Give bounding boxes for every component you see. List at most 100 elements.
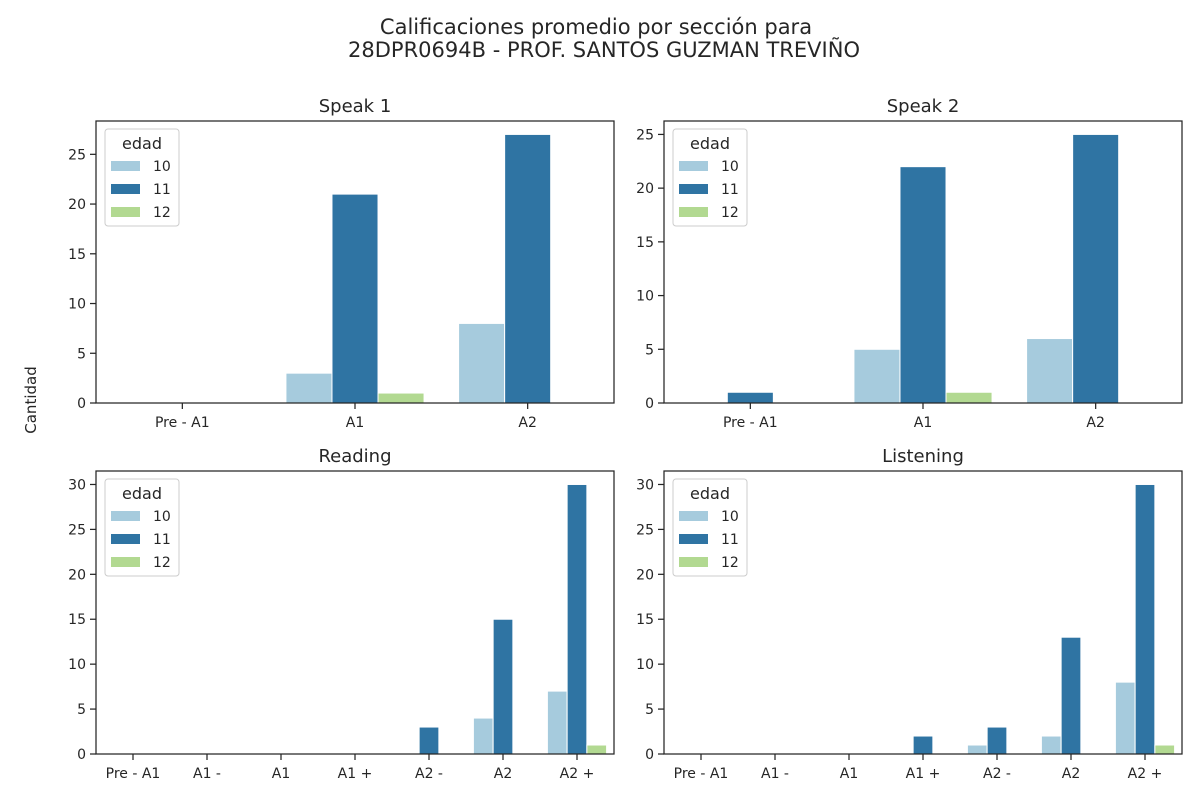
x-tick-label-reading-a1: A1: [272, 766, 290, 782]
y-tick-label-speak-2-10: 10: [636, 289, 654, 305]
x-tick-label-listening-a1: A1 +: [906, 766, 941, 782]
panel-title-listening: Listening: [882, 446, 964, 467]
y-tick-label-speak-1-25: 25: [68, 147, 86, 163]
x-tick-label-speak-1-a1: A1: [346, 415, 364, 431]
y-tick-label-speak-1-5: 5: [77, 346, 86, 362]
legend-title-listening: edad: [690, 484, 730, 503]
bar-speak-1-a2-edad-10: [458, 322, 506, 404]
legend-label-listening-10: 10: [721, 509, 739, 525]
legend-label-reading-12: 12: [153, 555, 171, 571]
y-tick-label-speak-2-20: 20: [636, 181, 654, 197]
panel-reading: 0 5 10 15 20 25 30 Pre - A1 A1 - A1 A1 + A2 - A2 A2 +…: [68, 446, 615, 782]
bar-reading-a2-edad-12: [586, 744, 608, 755]
legend-swatch-reading-10: [111, 511, 140, 521]
bar-reading-a2-edad-10: [472, 717, 494, 755]
legend-swatch-speak-1-12: [111, 207, 140, 217]
bar-speak-2-a1-edad-11: [899, 166, 947, 404]
legend-label-listening-12: 12: [721, 555, 739, 571]
bar-listening-a2-edad-11: [1060, 636, 1082, 755]
figure-title-line1: Calificaciones promedio por sección para: [380, 15, 812, 39]
y-tick-label-reading-20: 20: [68, 567, 86, 583]
bar-listening-a2-edad-10: [966, 744, 988, 755]
x-tick-label-listening-a2: A2 -: [983, 766, 1011, 782]
bar-listening-a2-edad-10: [1114, 681, 1136, 755]
x-tick-label-reading-a2: A2: [494, 766, 512, 782]
legend-title-speak-2: edad: [690, 134, 730, 153]
y-tick-label-speak-1-15: 15: [68, 247, 86, 263]
bar-listening-a2-edad-11: [1134, 483, 1156, 755]
bar-listening-a2-edad-11: [986, 726, 1008, 755]
legend-swatch-reading-12: [111, 557, 140, 567]
x-tick-label-listening-a1: A1 -: [761, 766, 789, 782]
y-tick-label-listening-25: 25: [636, 522, 654, 538]
legend-speak-1: edad 10 11 12: [104, 128, 180, 227]
bar-speak-2-a2-edad-10: [1026, 338, 1074, 404]
legend-swatch-listening-10: [679, 511, 708, 521]
x-tick-label-speak-2-a1: A1: [914, 415, 932, 431]
bar-speak-2-a1-edad-10: [853, 348, 901, 404]
legend-swatch-speak-2-11: [679, 184, 708, 194]
y-axis-label: Cantidad: [22, 366, 40, 433]
legend-swatch-reading-11: [111, 534, 140, 544]
y-tick-label-speak-1-0: 0: [77, 396, 86, 412]
y-tick-label-speak-2-15: 15: [636, 235, 654, 251]
panel-listening: 0 5 10 15 20 25 30 Pre - A1 A1 - A1 A1 + A2 - A2 A2 +…: [636, 446, 1183, 782]
y-tick-label-reading-15: 15: [68, 612, 86, 628]
legend-swatch-speak-2-12: [679, 207, 708, 217]
y-tick-label-reading-25: 25: [68, 522, 86, 538]
bar-reading-a2-edad-11: [418, 726, 440, 755]
legend-label-speak-2-10: 10: [721, 159, 739, 175]
y-tick-label-speak-1-20: 20: [68, 197, 86, 213]
bar-speak-2-pre-a1-edad-11: [726, 391, 774, 404]
legend-label-reading-10: 10: [153, 509, 171, 525]
legend-box-speak-2: [672, 128, 748, 227]
y-tick-label-listening-10: 10: [636, 657, 654, 673]
legend-speak-2: edad 10 11 12: [672, 128, 748, 227]
bar-listening-a1-edad-11: [912, 735, 934, 755]
y-tick-label-speak-2-0: 0: [645, 396, 654, 412]
y-tick-label-speak-2-25: 25: [636, 127, 654, 143]
x-tick-label-speak-1-pre-a1: Pre - A1: [155, 415, 210, 431]
legend-swatch-listening-11: [679, 534, 708, 544]
legend-box-speak-1: [104, 128, 180, 227]
y-tick-label-listening-20: 20: [636, 567, 654, 583]
y-tick-label-speak-1-10: 10: [68, 297, 86, 313]
x-tick-label-speak-2-pre-a1: Pre - A1: [723, 415, 778, 431]
panel-title-reading: Reading: [318, 446, 391, 467]
panel-speak-2: 0 5 10 15 20 25 Pre - A1 A1 A2 Speak 2 edad 10 11 12: [636, 96, 1183, 431]
y-tick-label-reading-0: 0: [77, 747, 86, 763]
x-tick-label-speak-1-a2: A2: [518, 415, 536, 431]
legend-label-speak-1-10: 10: [153, 159, 171, 175]
legend-reading: edad 10 11 12: [104, 478, 180, 577]
legend-label-reading-11: 11: [153, 532, 171, 548]
bar-speak-1-a1-edad-12: [377, 392, 425, 404]
y-tick-label-reading-30: 30: [68, 477, 86, 493]
legend-box-listening: [672, 478, 748, 577]
y-tick-label-listening-5: 5: [645, 702, 654, 718]
bar-speak-1-a2-edad-11: [504, 133, 552, 404]
x-tick-label-reading-a1: A1 -: [193, 766, 221, 782]
x-tick-label-speak-2-a2: A2: [1086, 415, 1104, 431]
panel-title-speak-1: Speak 1: [319, 96, 392, 117]
x-tick-label-listening-a1: A1: [840, 766, 858, 782]
x-tick-label-listening-a2: A2: [1062, 766, 1080, 782]
panel-title-speak-2: Speak 2: [887, 96, 960, 117]
legend-swatch-speak-1-11: [111, 184, 140, 194]
y-tick-label-listening-15: 15: [636, 612, 654, 628]
y-tick-label-speak-2-5: 5: [645, 342, 654, 358]
x-tick-label-listening-pre-a1: Pre - A1: [674, 766, 729, 782]
panel-speak-1: 0 5 10 15 20 25 Pre - A1 A1 A2 Speak 1 edad 10 11 12: [68, 96, 615, 431]
y-tick-label-reading-10: 10: [68, 657, 86, 673]
legend-label-speak-1-12: 12: [153, 205, 171, 221]
bar-speak-2-a1-edad-12: [945, 391, 993, 404]
x-tick-label-listening-a2: A2 +: [1128, 766, 1163, 782]
x-tick-label-reading-a2: A2 +: [560, 766, 595, 782]
x-tick-label-reading-a1: A1 +: [338, 766, 373, 782]
y-tick-label-reading-5: 5: [77, 702, 86, 718]
legend-listening: edad 10 11 12: [672, 478, 748, 577]
y-tick-label-listening-0: 0: [645, 747, 654, 763]
legend-swatch-speak-1-10: [111, 161, 140, 171]
bar-speak-1-a1-edad-10: [285, 372, 333, 404]
